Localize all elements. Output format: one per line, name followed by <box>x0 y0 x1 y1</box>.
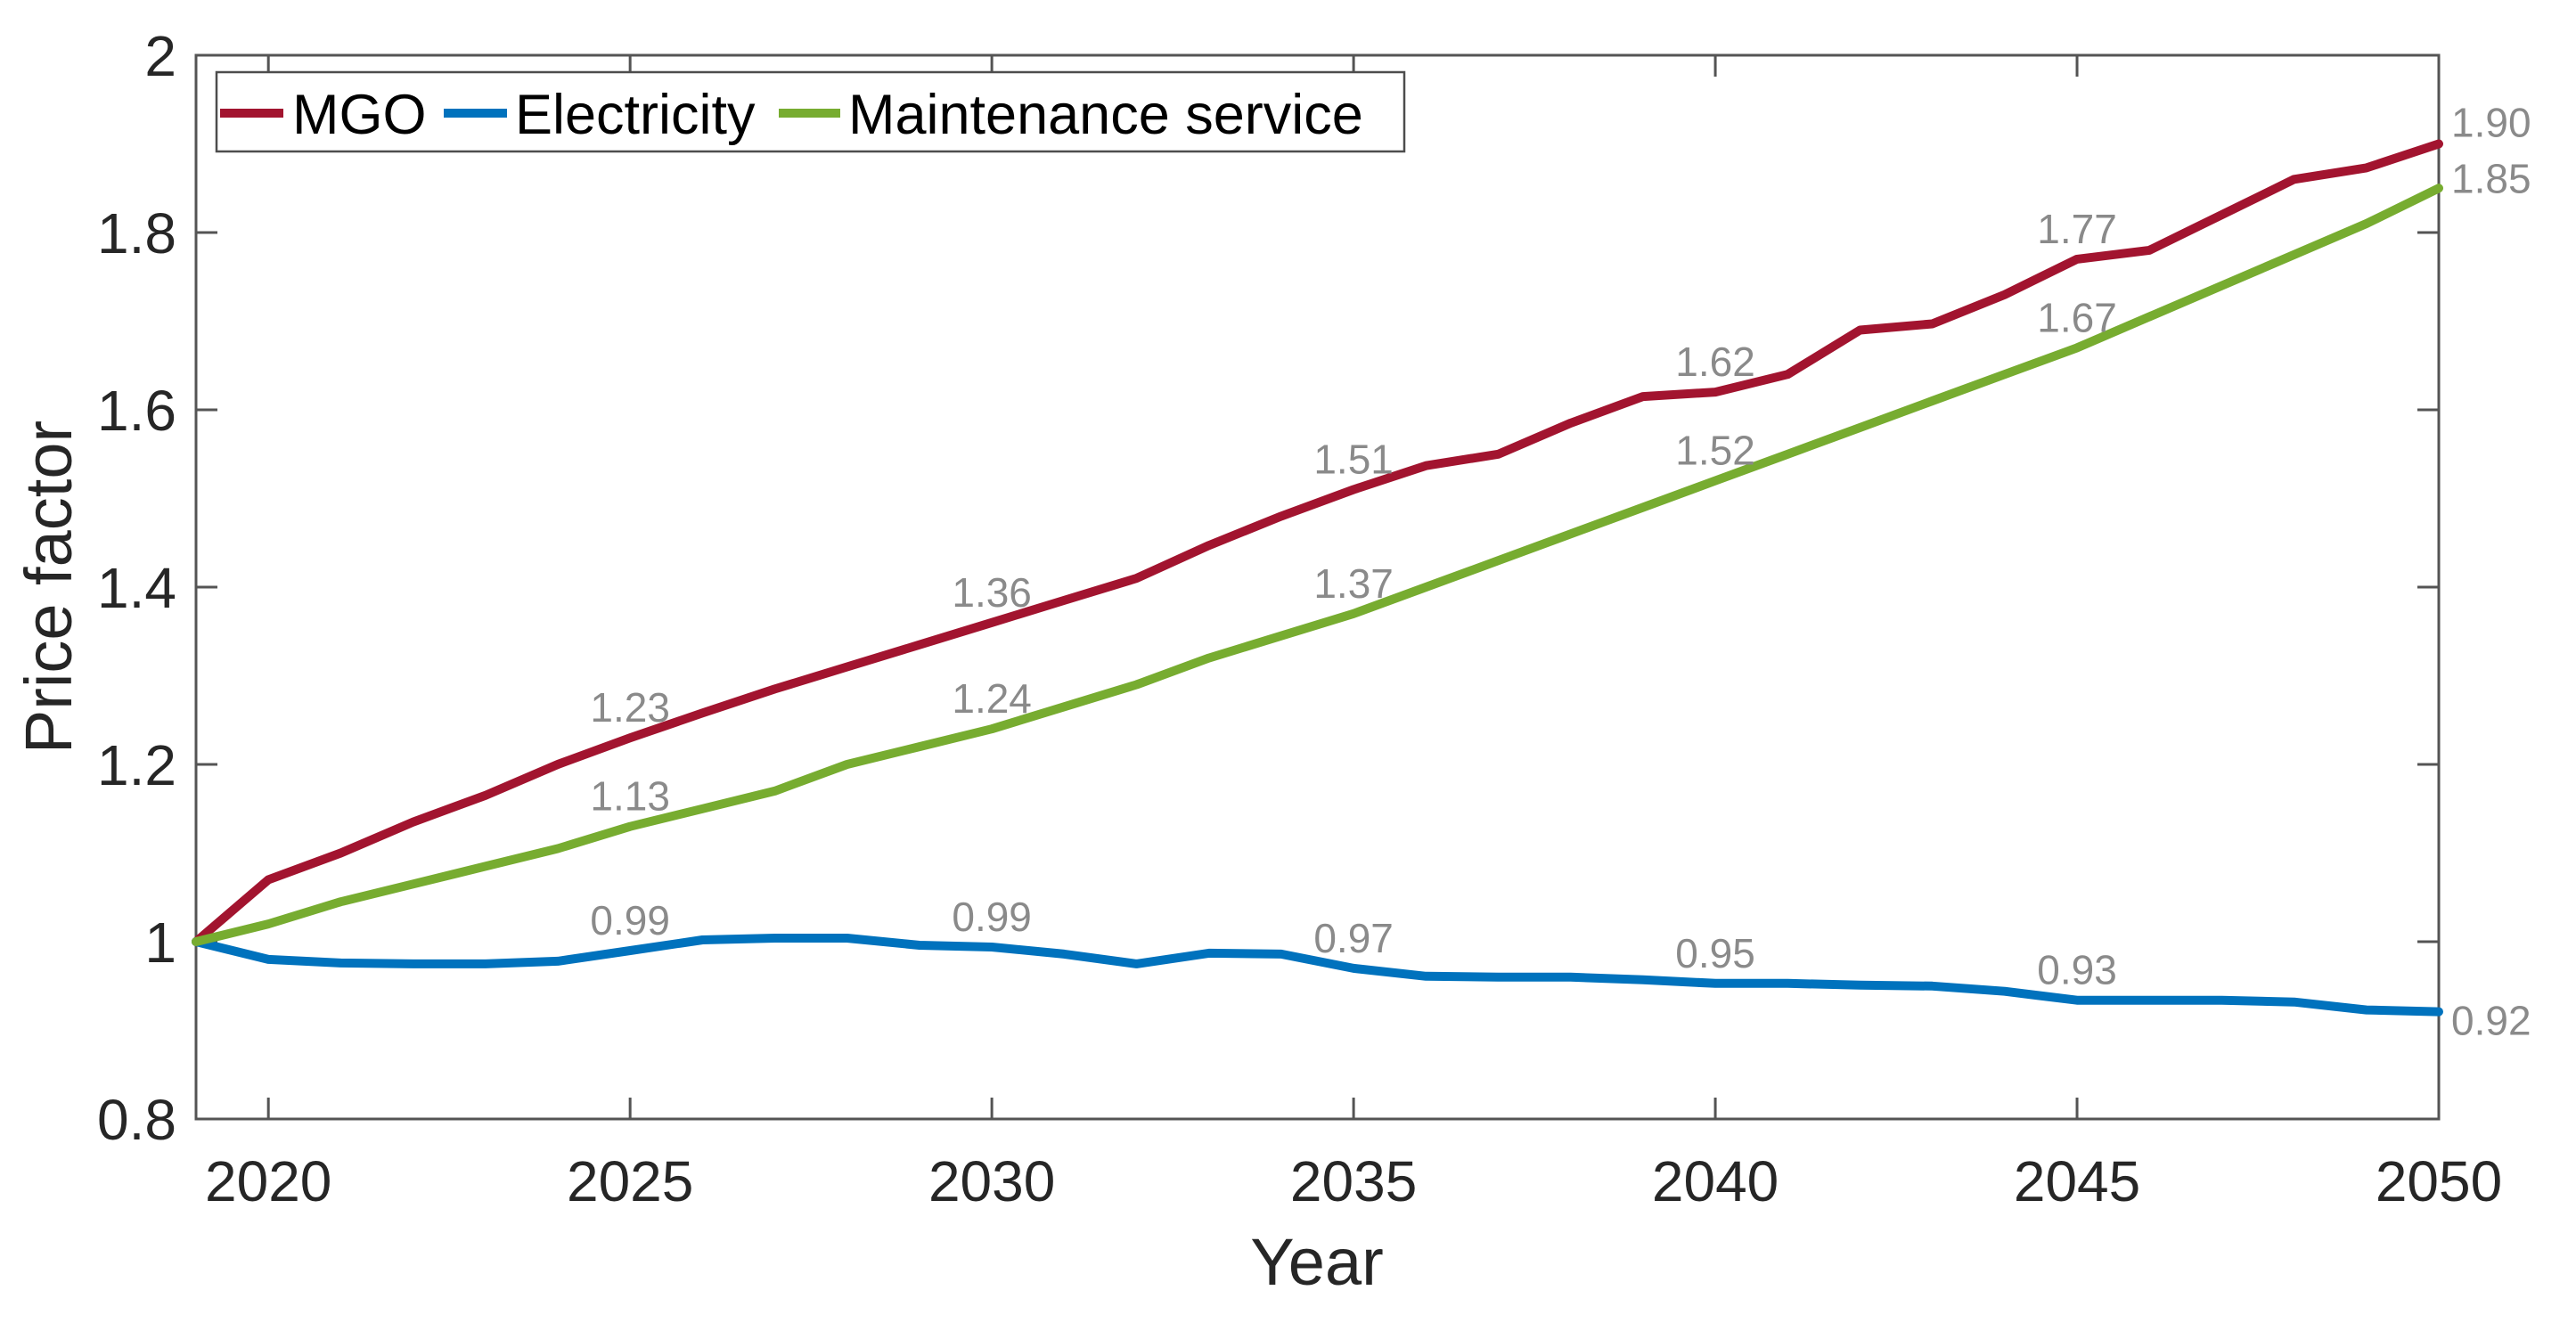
data-label-electricity-2040: 0.95 <box>1675 930 1755 976</box>
data-label-mgo-2035: 1.51 <box>1313 437 1394 483</box>
x-tick-label: 2035 <box>1290 1149 1417 1213</box>
y-tick-label: 1.2 <box>97 733 176 797</box>
x-axis-title: Year <box>1250 1225 1384 1299</box>
legend-label-mgo: MGO <box>292 84 427 146</box>
end-label-maintenance-service: 1.85 <box>2451 155 2531 201</box>
data-label-maintenance-service-2035: 1.37 <box>1313 560 1394 607</box>
data-label-maintenance-service-2045: 1.67 <box>2037 294 2117 340</box>
legend: MGO Electricity Maintenance service <box>215 70 1406 153</box>
x-tick-label: 2050 <box>2376 1149 2502 1213</box>
y-tick-label: 2 <box>144 24 176 88</box>
y-tick-label: 1.4 <box>97 556 176 620</box>
legend-item-electricity[interactable]: Electricity <box>444 84 756 146</box>
x-tick-label: 2020 <box>205 1149 331 1213</box>
y-tick-label: 1.6 <box>97 379 176 443</box>
y-tick-label: 1 <box>144 911 176 975</box>
legend-item-maintenance-service[interactable]: Maintenance service <box>779 84 1363 146</box>
series-maintenance-service-line <box>192 184 2443 946</box>
data-label-electricity-2025: 0.99 <box>590 897 670 943</box>
x-tick-label: 2040 <box>1652 1149 1779 1213</box>
legend-label-maintenance-service: Maintenance service <box>848 84 1363 146</box>
y-tick-label: 0.8 <box>97 1088 176 1152</box>
data-label-maintenance-service-2030: 1.24 <box>952 675 1032 722</box>
series-electricity-line <box>192 934 2443 1017</box>
series-mgo-line <box>192 139 2443 946</box>
x-tick-label: 2045 <box>2014 1149 2140 1213</box>
series-lines <box>192 139 2443 1017</box>
axis-tick-labels: 2020 2025 2030 2035 2040 2045 2050 0.8 1 1.2 1.4 1.… <box>97 24 2502 1213</box>
legend-label-electricity: Electricity <box>515 84 756 146</box>
end-label-mgo: 1.90 <box>2451 100 2531 146</box>
data-point-labels: 1.23 1.36 1.51 1.62 1.77 1.90 0.99 0.99 0.97 0.95… <box>590 100 2531 1044</box>
data-label-electricity-2030: 0.99 <box>952 894 1032 940</box>
data-label-mgo-2045: 1.77 <box>2037 206 2117 252</box>
x-tick-label: 2030 <box>928 1149 1055 1213</box>
data-label-mgo-2030: 1.36 <box>952 569 1032 616</box>
data-label-electricity-2035: 0.97 <box>1313 915 1394 961</box>
data-label-maintenance-service-2025: 1.13 <box>590 773 670 820</box>
data-label-mgo-2025: 1.23 <box>590 684 670 731</box>
data-label-maintenance-service-2040: 1.52 <box>1675 428 1755 474</box>
data-label-mgo-2040: 1.62 <box>1675 339 1755 385</box>
y-axis-title: Price factor <box>12 421 86 754</box>
end-label-electricity: 0.92 <box>2451 998 2531 1044</box>
legend-item-mgo[interactable]: MGO <box>220 84 427 146</box>
x-tick-label: 2025 <box>567 1149 693 1213</box>
data-label-electricity-2045: 0.93 <box>2037 947 2117 993</box>
y-tick-label: 1.8 <box>97 201 176 265</box>
